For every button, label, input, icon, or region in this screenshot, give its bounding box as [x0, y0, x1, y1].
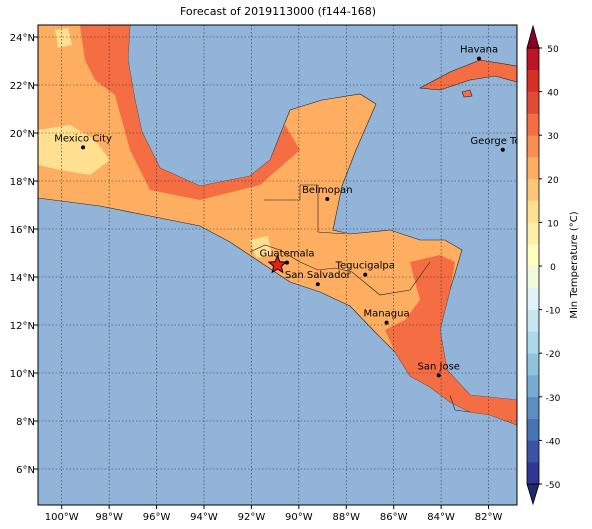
city-marker [315, 282, 320, 287]
x-tick-label: 84°W [427, 512, 455, 523]
border [264, 184, 346, 235]
colorbar-bin [527, 309, 539, 332]
city-label: Managua [364, 309, 410, 320]
colorbar-label: Min Temperature (°C) [569, 211, 580, 318]
city-marker [81, 145, 86, 150]
y-tick-label: 16°N [10, 225, 35, 236]
colorbar-tick-label: 40 [547, 89, 559, 99]
city-marker [477, 56, 482, 61]
y-tick-label: 8°N [16, 417, 35, 428]
event-star [267, 254, 288, 274]
colorbar-bin [527, 178, 539, 201]
colorbar-bin [527, 222, 539, 245]
colorbar-tick-label: 30 [547, 132, 559, 142]
colorbar-tick-label: -10 [546, 307, 561, 317]
x-tick-label: 100°W [45, 512, 79, 523]
city-label: San Salvador [285, 270, 352, 281]
colorbar-bin [527, 135, 539, 158]
y-tick-label: 14°N [10, 273, 35, 284]
colorbar-bin [527, 157, 539, 180]
colorbar-bin [527, 48, 539, 71]
colorbar-bin [527, 440, 539, 463]
colorbar-tick-label: 10 [547, 219, 559, 229]
city-label: Guatemala [259, 249, 314, 260]
city-label: Belmopan [302, 185, 352, 196]
x-tick-label: 90°W [285, 512, 313, 523]
colorbar-bin [527, 287, 539, 310]
y-tick-label: 20°N [10, 129, 35, 140]
land-warm [385, 255, 517, 425]
colorbar-tick-label: 50 [547, 45, 559, 55]
plot-frame [37, 24, 518, 506]
land-warm [80, 25, 300, 200]
city-label: Havana [460, 45, 498, 56]
x-tick-label: 96°W [143, 512, 171, 523]
colorbar-bin [527, 396, 539, 419]
city-label: Mexico City [54, 133, 112, 144]
x-tick-label: 82°W [475, 512, 503, 523]
colorbar-tick-label: 0 [550, 263, 556, 273]
colorbar-bin [527, 113, 539, 136]
city-marker [436, 373, 441, 378]
colorbar-bin [527, 418, 539, 441]
x-tick-label: 98°W [95, 512, 123, 523]
colorbar-tick-label: 20 [547, 176, 559, 186]
y-tick-label: 24°N [10, 33, 35, 44]
colorbar-bin [527, 462, 539, 485]
cuba [418, 59, 517, 91]
colorbar-tick-label: -50 [546, 481, 561, 491]
x-tick-label: 86°W [380, 512, 408, 523]
y-tick-label: 6°N [16, 465, 35, 476]
colorbar-bin [527, 375, 539, 398]
x-tick-label: 94°W [190, 512, 218, 523]
colorbar-extend [526, 483, 540, 506]
colorbar-bin [527, 91, 539, 114]
colorbar-bin [527, 353, 539, 376]
city-marker [500, 147, 505, 152]
island [461, 89, 473, 98]
colorbar-bin [527, 331, 539, 354]
colorbar-bin [527, 69, 539, 92]
land-cool [55, 28, 72, 48]
x-tick-label: 88°W [332, 512, 360, 523]
colorbar-bin [527, 200, 539, 223]
colorbar-tick-label: -40 [546, 437, 561, 447]
border [249, 244, 431, 296]
title: Forecast of 2019113000 (f144-168) [180, 5, 376, 18]
map-area: Havana Mexico City George Town Belmopan Guat… [38, 25, 535, 505]
colorbar-tick-label: -30 [546, 394, 561, 404]
border [449, 394, 471, 413]
city-marker [284, 260, 289, 265]
city-label: Tegucigalpa [335, 261, 395, 272]
colorbar-bin [527, 266, 539, 289]
city-marker [325, 197, 330, 201]
city-label: George Town [470, 136, 535, 147]
land-cool [38, 125, 110, 175]
y-tick-label: 10°N [10, 369, 35, 380]
city-marker [384, 320, 389, 325]
colorbar-bin [527, 244, 539, 267]
y-tick-label: 12°N [10, 321, 35, 332]
city-marker [363, 272, 368, 277]
y-tick-label: 18°N [10, 177, 35, 188]
y-tick-label: 22°N [10, 81, 35, 92]
colorbar-extend [526, 24, 540, 49]
city-label: San Jose [418, 361, 460, 372]
x-tick-label: 92°W [238, 512, 266, 523]
colorbar-tick-label: -20 [546, 350, 561, 360]
